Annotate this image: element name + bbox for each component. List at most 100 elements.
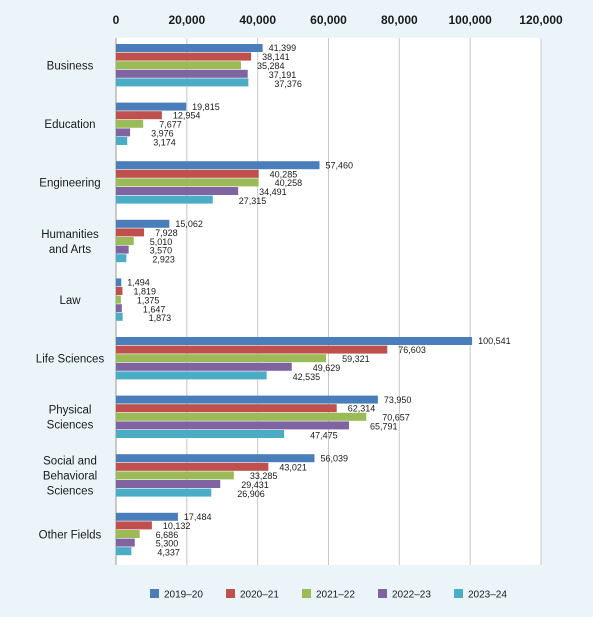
category-label: Business (47, 61, 94, 73)
data-label: 19,815 (192, 102, 220, 112)
bar (116, 454, 315, 463)
bar (116, 278, 122, 287)
bar (116, 44, 263, 52)
category-label: Engineering (39, 178, 100, 190)
category-label: Sciences (47, 420, 94, 432)
data-label: 59,321 (342, 354, 370, 364)
data-label: 15,062 (175, 219, 203, 229)
data-label: 38,141 (262, 52, 290, 62)
bar (116, 404, 337, 413)
bar (116, 52, 252, 61)
legend-swatch (454, 589, 463, 598)
x-tick-label: 40,000 (239, 13, 276, 27)
bar (116, 512, 178, 521)
category-label: Education (44, 119, 95, 131)
data-label: 1,873 (149, 313, 172, 323)
bar (116, 337, 473, 345)
bar (116, 228, 145, 237)
data-label: 17,484 (184, 512, 212, 522)
category-label: and Arts (49, 244, 91, 256)
bar (116, 78, 249, 87)
data-label: 76,603 (398, 345, 426, 355)
data-label: 29,431 (241, 480, 269, 490)
x-tick-label: 100,000 (448, 13, 492, 27)
data-label: 57,460 (326, 160, 354, 170)
bar (116, 161, 320, 170)
data-label: 73,950 (384, 395, 412, 405)
x-tick-label: 0 (113, 13, 120, 27)
data-label: 35,284 (257, 61, 285, 71)
bar (116, 395, 378, 404)
bar (116, 178, 259, 187)
data-label: 40,285 (270, 169, 298, 179)
bar (116, 187, 239, 195)
bar (116, 354, 327, 363)
bar (116, 245, 129, 254)
bar (116, 102, 187, 111)
legend-label: 2021–22 (316, 590, 355, 601)
bar (116, 480, 221, 488)
bar (116, 287, 123, 295)
data-label: 3,174 (153, 137, 176, 147)
data-label: 5,010 (150, 237, 173, 247)
data-label: 49,629 (313, 363, 341, 373)
bar (116, 219, 170, 228)
data-label: 65,791 (370, 422, 398, 432)
bar (116, 471, 234, 480)
data-label: 7,928 (155, 228, 178, 238)
bar (116, 295, 121, 304)
legend-swatch (302, 589, 311, 598)
data-label: 7,677 (159, 120, 182, 130)
bar (116, 237, 134, 245)
data-label: 1,375 (137, 295, 160, 305)
data-label: 34,491 (259, 187, 287, 197)
data-label: 3,976 (151, 129, 174, 139)
category-label: Physical (49, 405, 92, 417)
data-label: 4,337 (157, 548, 180, 558)
category-label: Social and (43, 456, 97, 468)
bar (116, 421, 350, 430)
data-label: 33,285 (250, 471, 278, 481)
data-label: 1,494 (127, 278, 150, 288)
bar (116, 538, 135, 547)
legend-label: 2023–24 (468, 590, 507, 601)
bar (116, 128, 131, 137)
data-label: 26,906 (237, 489, 265, 499)
bar (116, 547, 132, 556)
bar (116, 69, 248, 78)
bar (116, 137, 128, 145)
bar (116, 521, 152, 530)
x-tick-label: 120,000 (519, 13, 563, 27)
category-label: Behavioral (43, 471, 97, 483)
data-label: 5,300 (156, 539, 179, 549)
data-label: 6,686 (156, 530, 179, 540)
data-label: 41,399 (269, 43, 297, 53)
category-label: Sciences (47, 486, 94, 498)
bar (116, 362, 292, 371)
data-label: 10,132 (163, 521, 191, 531)
data-label: 37,191 (269, 70, 297, 80)
bar (116, 462, 269, 471)
data-label: 40,258 (275, 178, 303, 188)
category-label: Other Fields (39, 529, 102, 541)
data-label: 1,647 (143, 304, 166, 314)
data-label: 12,954 (173, 111, 201, 121)
category-label: Law (59, 295, 81, 307)
data-label: 3,570 (150, 246, 173, 256)
category-label: Humanities (41, 229, 99, 241)
data-label: 27,315 (239, 196, 267, 206)
data-label: 42,535 (293, 372, 321, 382)
legend-swatch (378, 589, 387, 598)
legend-swatch (150, 589, 159, 598)
bar (116, 111, 162, 120)
bar (116, 430, 285, 438)
bar (116, 371, 267, 380)
bar (116, 488, 212, 497)
data-label: 62,314 (348, 404, 376, 414)
data-label: 56,039 (320, 453, 348, 463)
data-label: 47,475 (310, 430, 338, 440)
x-tick-label: 80,000 (381, 13, 418, 27)
bar (116, 119, 144, 128)
